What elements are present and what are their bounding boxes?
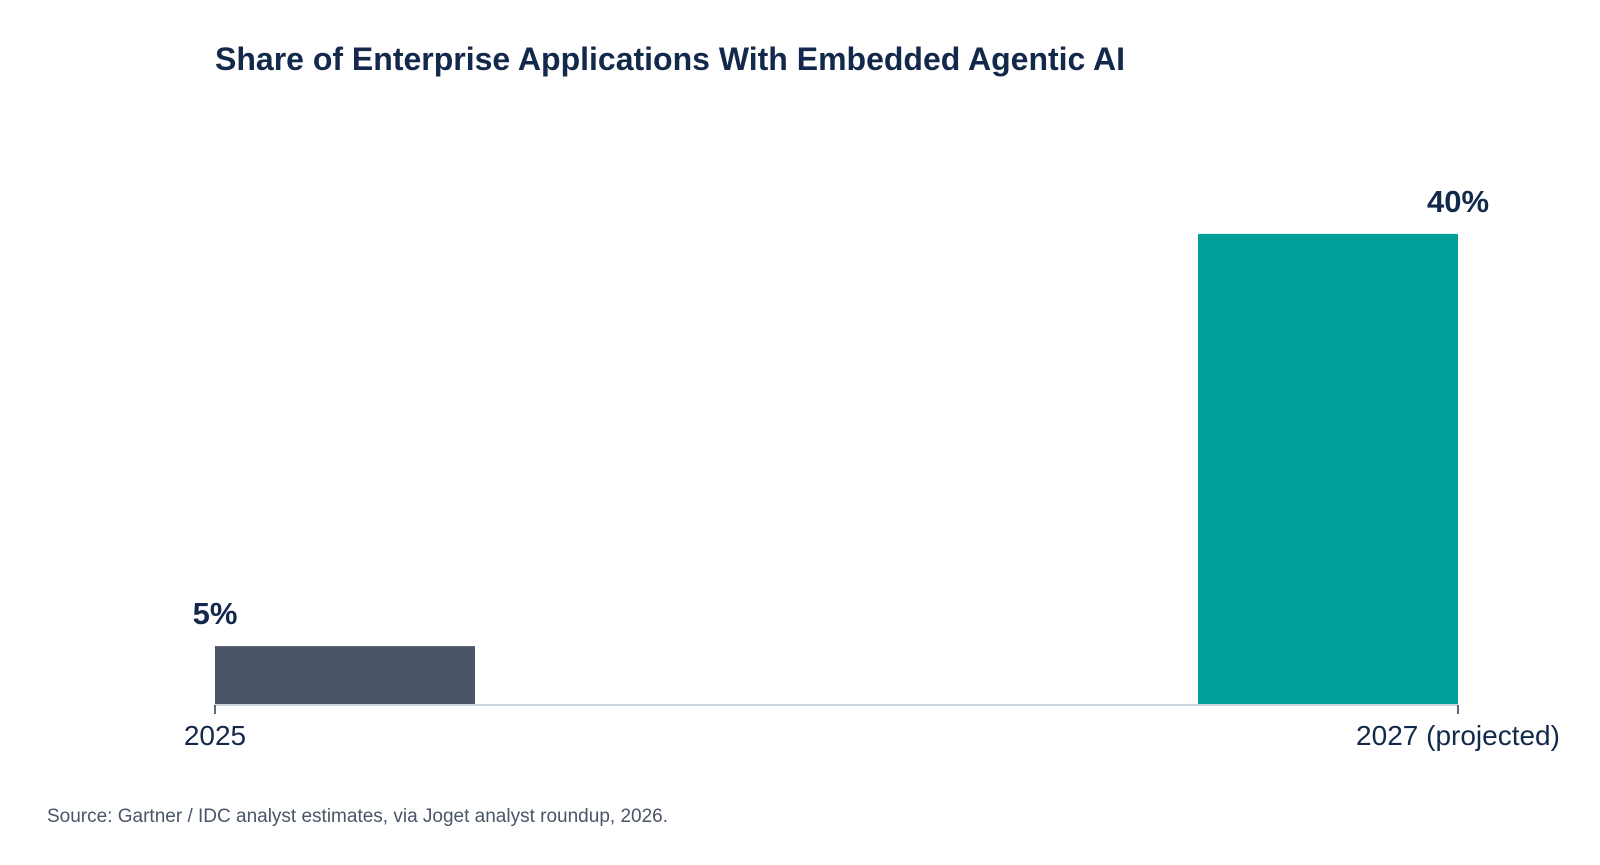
bar-2027-projected: [1198, 233, 1458, 705]
source-note: Source: Gartner / IDC analyst estimates,…: [47, 806, 668, 827]
x-tick-label: 2027 (projected): [1356, 720, 1560, 751]
value-label: 40%: [1427, 184, 1489, 219]
value-label: 5%: [193, 596, 238, 631]
x-axis-ticks: 2025 2027 (projected): [184, 705, 1560, 751]
x-tick-label: 2025: [184, 720, 246, 751]
bar-2025: [215, 646, 475, 705]
chart-title: Share of Enterprise Applications With Em…: [215, 41, 1125, 77]
bars-layer: 5% 40%: [193, 184, 1489, 705]
